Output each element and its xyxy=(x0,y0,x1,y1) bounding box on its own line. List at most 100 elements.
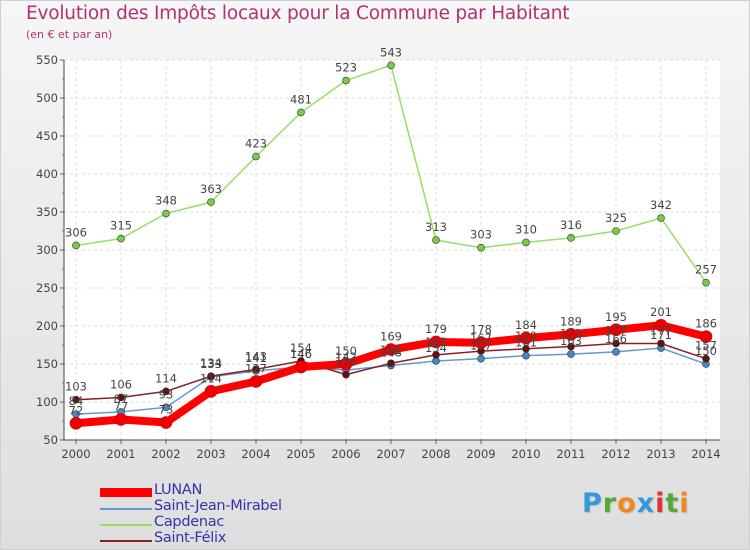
value-label-lunan: 146 xyxy=(290,347,312,361)
data-point-saint-felix xyxy=(162,387,170,396)
value-label-saint-jean-mirabel: 87 xyxy=(114,392,129,406)
legend-swatch-lunan xyxy=(100,488,152,497)
data-point-lunan xyxy=(159,416,173,429)
value-label-saint-jean-mirabel: 84 xyxy=(69,394,84,408)
y-tick-label: 550 xyxy=(36,53,58,67)
logo-letter: x xyxy=(636,488,656,519)
value-label-lunan: 150 xyxy=(335,344,357,358)
legend-swatch-saint-jean-mirabel xyxy=(100,508,152,510)
logo-letter: P xyxy=(582,488,603,519)
value-label-capdenac: 310 xyxy=(515,222,537,236)
data-point-lunan xyxy=(294,360,308,374)
data-point-lunan xyxy=(519,331,533,345)
value-label-saint-felix: 143 xyxy=(245,349,267,363)
data-point-lunan xyxy=(204,385,218,398)
data-point-saint-felix xyxy=(387,359,395,368)
data-point-lunan xyxy=(69,416,83,430)
value-label-saint-felix: 170 xyxy=(515,329,537,343)
data-point-saint-felix xyxy=(432,351,440,359)
data-point-saint-felix xyxy=(117,393,125,402)
value-label-capdenac: 303 xyxy=(470,228,492,242)
data-point-lunan xyxy=(114,413,128,426)
data-point-capdenac xyxy=(702,278,710,287)
y-tick-label: 100 xyxy=(36,395,58,409)
y-tick-label: 400 xyxy=(36,167,58,181)
data-point-lunan xyxy=(384,343,398,356)
value-label-capdenac: 481 xyxy=(290,92,312,106)
data-point-lunan xyxy=(429,335,443,349)
x-tick-label: 2005 xyxy=(286,447,315,461)
value-label-saint-felix: 177 xyxy=(605,323,627,337)
x-tick-label: 2008 xyxy=(421,447,450,461)
logo-letter: i xyxy=(679,488,690,519)
value-label-saint-felix: 162 xyxy=(425,335,447,349)
data-point-saint-felix xyxy=(567,342,575,351)
data-point-saint-jean-mirabel xyxy=(567,350,575,358)
value-label-lunan: 178 xyxy=(470,323,492,337)
data-point-capdenac xyxy=(567,234,575,242)
x-tick-label: 2007 xyxy=(376,447,405,461)
value-label-saint-jean-mirabel: 148 xyxy=(380,346,402,360)
data-point-lunan xyxy=(609,323,623,337)
value-label-lunan: 179 xyxy=(425,322,447,336)
data-point-lunan xyxy=(474,336,488,350)
value-label-saint-jean-mirabel: 157 xyxy=(470,339,492,353)
x-tick-label: 2009 xyxy=(466,447,495,461)
series-layer xyxy=(69,61,713,430)
value-label-saint-jean-mirabel: 163 xyxy=(560,334,582,348)
value-label-capdenac: 257 xyxy=(695,263,717,277)
data-point-capdenac xyxy=(162,209,170,218)
data-point-lunan xyxy=(249,375,263,388)
data-point-capdenac xyxy=(297,108,305,117)
value-label-lunan: 169 xyxy=(380,330,402,344)
value-label-saint-jean-mirabel: 141 xyxy=(245,351,267,365)
proxiti-logo: Proxiti xyxy=(582,488,690,519)
y-tick-label: 50 xyxy=(43,433,58,447)
value-label-saint-felix: 154 xyxy=(290,341,312,355)
value-label-saint-jean-mirabel: 133 xyxy=(200,357,222,371)
value-label-capdenac: 306 xyxy=(65,225,87,239)
x-tick-label: 2011 xyxy=(556,447,585,461)
legend-label-lunan: LUNAN xyxy=(154,482,203,498)
logo-letter: r xyxy=(602,488,618,519)
value-label-lunan: 201 xyxy=(650,305,672,319)
value-label-capdenac: 315 xyxy=(110,219,132,233)
value-label-saint-felix: 114 xyxy=(155,371,177,385)
value-label-capdenac: 523 xyxy=(335,61,357,75)
value-label-lunan: 127 xyxy=(245,361,267,375)
legend-swatch-capdenac xyxy=(100,524,152,526)
legend-label-saint-jean-mirabel: Saint-Jean-Mirabel xyxy=(154,498,282,514)
value-label-saint-felix: 177 xyxy=(650,323,672,337)
value-label-saint-jean-mirabel: 166 xyxy=(605,332,627,346)
data-point-capdenac xyxy=(477,243,485,252)
value-label-saint-felix: 103 xyxy=(65,380,87,394)
y-tick-label: 250 xyxy=(36,281,58,295)
data-point-lunan xyxy=(654,318,668,332)
value-label-capdenac: 543 xyxy=(380,45,402,59)
data-point-saint-felix xyxy=(657,339,665,348)
logo-letter: i xyxy=(655,488,666,519)
value-label-layer: 306 315 348 363 423 481 523 543 313 303 310 316 325 3… xyxy=(65,45,717,417)
legend-label-capdenac: Capdenac xyxy=(154,514,224,530)
x-tick-label: 2002 xyxy=(151,447,180,461)
chart-subtitle: (en € et par an) xyxy=(26,28,113,41)
data-point-capdenac xyxy=(342,76,350,85)
value-label-saint-felix: 134 xyxy=(200,356,222,370)
value-label-lunan: 77 xyxy=(114,399,129,413)
value-label-lunan: 195 xyxy=(605,310,627,324)
value-label-saint-jean-mirabel: 142 xyxy=(335,350,357,364)
legend-label-saint-felix: Saint-Félix xyxy=(154,530,227,546)
data-point-capdenac xyxy=(207,198,215,206)
value-label-lunan: 189 xyxy=(560,314,582,328)
value-label-saint-jean-mirabel: 154 xyxy=(425,341,447,355)
data-point-capdenac xyxy=(657,214,665,222)
value-label-capdenac: 363 xyxy=(200,182,222,196)
x-tick-label: 2001 xyxy=(106,447,135,461)
data-point-capdenac xyxy=(117,234,125,243)
data-point-capdenac xyxy=(252,152,260,161)
x-tick-label: 2013 xyxy=(646,447,675,461)
y-tick-label: 500 xyxy=(36,91,58,105)
y-tick-label: 150 xyxy=(36,357,58,371)
value-label-capdenac: 325 xyxy=(605,211,627,225)
